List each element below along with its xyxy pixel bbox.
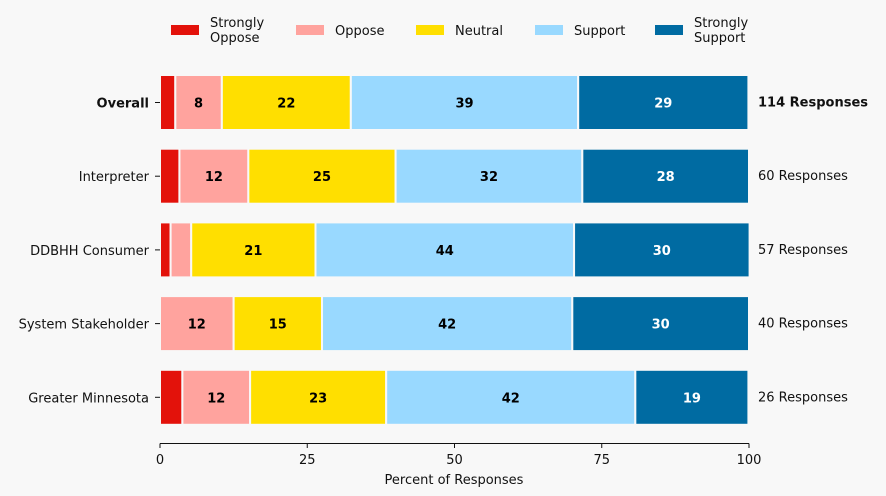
legend-label-support: Support xyxy=(574,24,625,39)
bar-segment xyxy=(247,147,397,205)
data-label: 12 xyxy=(207,391,225,406)
bar-segment xyxy=(159,147,181,205)
response-count-label: 114 Responses xyxy=(758,96,868,111)
data-label: 21 xyxy=(244,244,262,259)
bar-segment xyxy=(159,74,177,131)
x-tick-label: 25 xyxy=(299,453,316,468)
x-tick-label: 75 xyxy=(593,453,610,468)
x-tick-label: 100 xyxy=(737,453,762,468)
bar-segment xyxy=(159,295,235,353)
bar-segment xyxy=(249,368,388,426)
bar-segment xyxy=(169,221,193,279)
bar-segment xyxy=(174,74,223,131)
legend-label-neutral: Neutral xyxy=(455,24,503,39)
data-label: 39 xyxy=(455,97,473,112)
bar-segment xyxy=(232,295,323,353)
data-label: 15 xyxy=(269,318,287,333)
bar-segment xyxy=(385,368,637,426)
data-label: 42 xyxy=(438,318,456,333)
y-tick-label: System Stakeholder xyxy=(19,318,150,333)
legend-swatch-neutral xyxy=(416,25,444,35)
legend-label-oppose: Oppose xyxy=(335,24,384,39)
data-label: 22 xyxy=(277,97,295,112)
response-count-label: 26 Responses xyxy=(758,390,848,405)
bar-segment xyxy=(181,368,252,426)
legend-swatch-strongly-support xyxy=(655,25,683,35)
data-label: 30 xyxy=(652,318,670,333)
y-tick-label: Interpreter xyxy=(79,170,150,185)
legend-swatch-support xyxy=(535,25,563,35)
data-label: 44 xyxy=(436,244,454,259)
legend-label-strongly-support: Strongly Support xyxy=(694,16,748,46)
response-count-label: 60 Responses xyxy=(758,169,848,184)
data-label: 32 xyxy=(480,170,498,185)
data-label: 25 xyxy=(313,170,331,185)
data-label: 23 xyxy=(309,391,327,406)
bar-segment xyxy=(577,74,750,131)
legend-label-strongly-oppose: Strongly Oppose xyxy=(210,16,264,46)
bar-segment xyxy=(159,368,184,426)
bar-segment xyxy=(178,147,250,205)
data-label: 8 xyxy=(194,97,203,112)
data-label: 28 xyxy=(657,170,675,185)
bar-segment xyxy=(190,221,317,279)
response-count-labels: 114 Responses 60 Responses 57 Responses 40 … xyxy=(758,96,868,406)
bar-segment xyxy=(634,368,750,426)
bar-segment xyxy=(159,221,172,279)
y-axis-labels: Overall Interpreter DDBHH Consumer System S… xyxy=(19,97,160,406)
bar-segment xyxy=(571,295,750,353)
y-tick-label: Overall xyxy=(97,97,149,112)
legend: Strongly Oppose Oppose Neutral Support Strong… xyxy=(171,16,748,46)
x-tick-label: 0 xyxy=(156,453,164,468)
data-label: 30 xyxy=(653,244,671,259)
data-label: 12 xyxy=(188,318,206,333)
x-tick-label: 50 xyxy=(446,453,463,468)
legend-swatch-strongly-oppose xyxy=(171,25,199,35)
bar-segment xyxy=(581,147,750,205)
data-label: 29 xyxy=(654,97,672,112)
bar-segment xyxy=(394,147,584,205)
y-tick-label: Greater Minnesota xyxy=(28,391,149,406)
legend-swatch-oppose xyxy=(296,25,324,35)
data-label: 19 xyxy=(683,391,701,406)
bar-segment xyxy=(573,221,751,279)
bars: 8 22 39 29 12 25 32 28 21 44 30 12 15 42 30 12 23 42 19 xyxy=(159,74,751,426)
x-axis-title: Percent of Responses xyxy=(385,473,524,488)
bar-segment xyxy=(220,74,352,131)
bar-segment xyxy=(314,221,576,279)
response-count-label: 40 Responses xyxy=(758,317,848,332)
response-count-label: 57 Responses xyxy=(758,243,848,258)
data-label: 12 xyxy=(205,170,223,185)
bar-segment xyxy=(320,295,574,353)
y-tick-label: DDBHH Consumer xyxy=(30,244,150,259)
bar-segment xyxy=(349,74,580,131)
x-axis: 0 25 50 75 100 xyxy=(156,443,762,468)
data-label: 42 xyxy=(502,391,520,406)
